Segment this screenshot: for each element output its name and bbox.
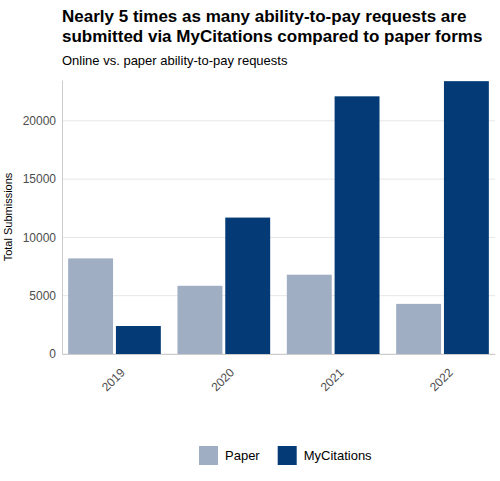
legend-swatch — [199, 446, 218, 465]
y-tick-label: 5000 — [29, 289, 56, 303]
legend-label: Paper — [225, 448, 260, 463]
chart: Nearly 5 times as many ability-to-pay re… — [0, 0, 500, 481]
x-tick: 2021 — [318, 354, 347, 394]
x-tick: 2019 — [99, 354, 128, 394]
x-tick-label: 2020 — [208, 365, 237, 394]
plot: 0 5000 10000 15000 20000 2019 2020 2021 2022 — [23, 81, 496, 395]
y-tick: 5000 — [29, 289, 62, 303]
y-tick-label: 0 — [49, 347, 56, 361]
grid-line — [62, 237, 495, 238]
bar — [116, 326, 161, 354]
bar — [177, 286, 222, 354]
x-tick-label: 2021 — [318, 365, 347, 394]
grid-line — [62, 295, 495, 296]
y-axis-line — [62, 81, 63, 355]
grid — [62, 121, 495, 354]
x-tick: 2020 — [208, 354, 237, 394]
grid-line — [62, 120, 495, 121]
y-tick-label: 10000 — [23, 231, 57, 245]
legend-label: MyCitations — [304, 448, 372, 463]
title-line: submitted via MyCitations compared to pa… — [62, 27, 482, 46]
grid-line — [62, 179, 495, 180]
bar — [396, 304, 441, 354]
y-axis: 0 5000 10000 15000 20000 — [23, 81, 63, 362]
bar — [68, 258, 113, 354]
bar — [287, 275, 332, 354]
y-axis-title: Total Submissions — [2, 172, 14, 261]
y-tick: 10000 — [23, 231, 62, 245]
legend-swatch — [278, 446, 297, 465]
x-axis: 2019 2020 2021 2022 — [63, 354, 496, 394]
title-line: Nearly 5 times as many ability-to-pay re… — [62, 7, 466, 26]
bar — [225, 218, 270, 354]
bar — [335, 96, 380, 354]
y-tick: 15000 — [23, 172, 62, 186]
x-axis-line — [63, 354, 496, 355]
y-tick: 20000 — [23, 114, 62, 128]
bars — [68, 81, 489, 354]
title: Nearly 5 times as many ability-to-pay re… — [62, 7, 482, 46]
x-tick: 2022 — [427, 354, 456, 394]
x-tick-label: 2022 — [427, 365, 456, 394]
bar — [444, 81, 489, 354]
x-tick-label: 2019 — [99, 365, 128, 394]
y-tick: 0 — [49, 347, 62, 361]
y-tick-label: 20000 — [23, 114, 57, 128]
y-tick-label: 15000 — [23, 172, 57, 186]
subtitle: Online vs. paper ability-to-pay requests — [62, 53, 288, 68]
legend: Paper MyCitations — [199, 446, 372, 465]
